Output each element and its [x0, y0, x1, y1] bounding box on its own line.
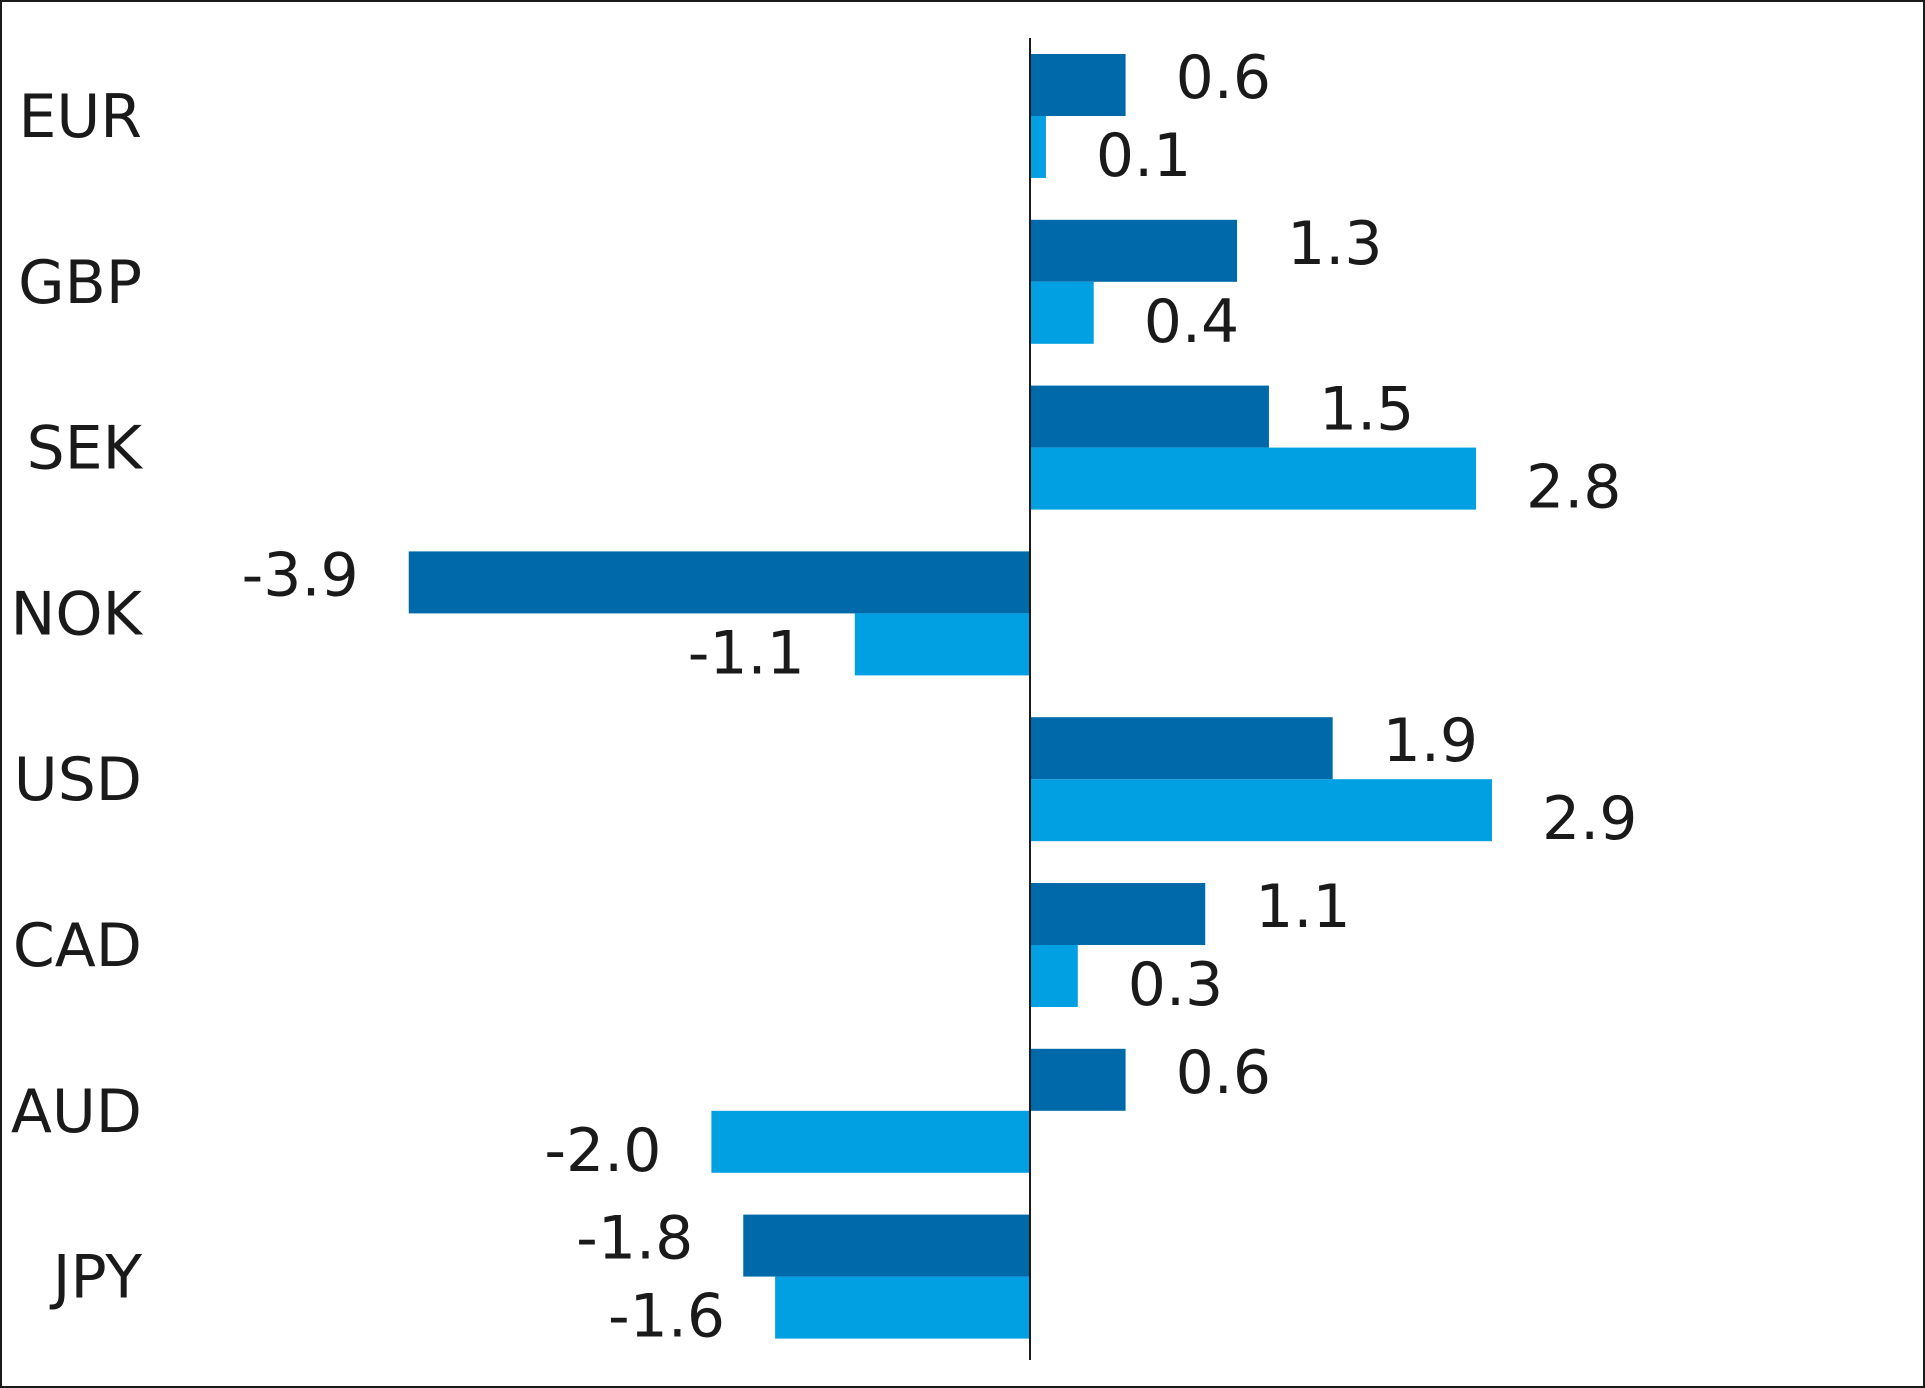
- bars-layer: [408, 54, 1492, 1339]
- value-label-jpy-series-2: -1.6: [608, 1282, 725, 1352]
- bar-usd-series-1: [1030, 717, 1333, 780]
- bar-eur-series-2: [1030, 116, 1046, 178]
- category-label-nok: NOK: [11, 579, 144, 649]
- value-label-sek-series-1: 1.5: [1319, 375, 1414, 445]
- value-label-jpy-series-1: -1.8: [576, 1204, 693, 1274]
- value-label-nok-series-1: -3.9: [242, 540, 359, 610]
- value-label-usd-series-2: 2.9: [1542, 784, 1637, 854]
- value-label-gbp-series-1: 1.3: [1287, 209, 1382, 279]
- bar-cad-series-1: [1030, 883, 1206, 945]
- bar-aud-series-2: [711, 1110, 1030, 1173]
- value-label-eur-series-2: 0.1: [1096, 121, 1191, 191]
- bar-nok-series-2: [854, 613, 1030, 676]
- value-label-gbp-series-2: 0.4: [1144, 287, 1239, 357]
- bar-eur-series-1: [1030, 54, 1126, 116]
- bar-jpy-series-1: [743, 1214, 1030, 1277]
- bar-gbp-series-2: [1030, 281, 1094, 344]
- value-label-usd-series-1: 1.9: [1383, 706, 1478, 776]
- bar-gbp-series-1: [1030, 219, 1238, 282]
- category-label-eur: EUR: [18, 82, 142, 152]
- category-label-aud: AUD: [11, 1077, 142, 1147]
- value-label-cad-series-1: 1.1: [1255, 872, 1350, 942]
- category-label-usd: USD: [14, 745, 142, 815]
- bar-sek-series-2: [1030, 447, 1477, 510]
- bar-sek-series-1: [1030, 385, 1269, 448]
- value-label-nok-series-2: -1.1: [688, 618, 805, 688]
- category-label-jpy: JPY: [49, 1243, 143, 1313]
- value-labels: 0.6 0.1 1.3 0.4 1.5 2.8 -3.9 -1.1 1.9 2.9 1.1 0.3 0.…: [242, 43, 1638, 1352]
- category-label-gbp: GBP: [18, 248, 142, 318]
- bar-cad-series-2: [1030, 945, 1078, 1007]
- value-label-cad-series-2: 0.3: [1128, 950, 1223, 1020]
- category-label-sek: SEK: [27, 414, 144, 484]
- value-label-aud-series-1: 0.6: [1176, 1038, 1271, 1108]
- bar-usd-series-2: [1030, 779, 1492, 842]
- value-label-aud-series-2: -2.0: [544, 1116, 661, 1186]
- value-label-sek-series-2: 2.8: [1526, 453, 1621, 523]
- bar-aud-series-1: [1030, 1048, 1126, 1111]
- bar-nok-series-1: [408, 551, 1031, 614]
- category-label-cad: CAD: [13, 911, 142, 981]
- value-label-eur-series-1: 0.6: [1176, 43, 1271, 113]
- category-labels: EUR GBP SEK NOK USD CAD AUD JPY: [11, 82, 144, 1313]
- bar-jpy-series-2: [775, 1276, 1030, 1339]
